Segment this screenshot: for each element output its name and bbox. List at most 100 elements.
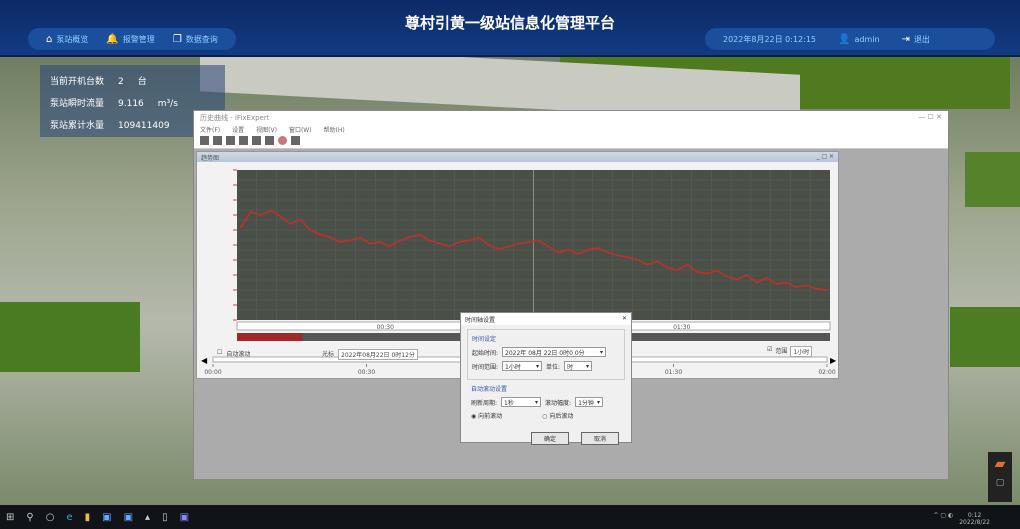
data-point: [349, 239, 352, 242]
unit-select[interactable]: 时 ▾: [564, 361, 593, 371]
chat-icon[interactable]: ▢: [995, 478, 1005, 488]
grass-area: [950, 307, 1020, 367]
logout-button[interactable]: ⇥ 退出: [902, 34, 930, 45]
cursor-field[interactable]: 光标 2022年08月22日 0时12分: [322, 349, 418, 360]
data-point: [408, 236, 411, 239]
nav-query[interactable]: ❐ 数据查询: [173, 34, 218, 45]
windows-start-icon[interactable]: ⊞: [6, 511, 15, 523]
user-menu[interactable]: 👤 admin: [838, 34, 880, 45]
export-icon[interactable]: [265, 136, 274, 145]
menu-window[interactable]: 窗口(W): [288, 127, 312, 134]
menu-settings[interactable]: 设置: [232, 127, 245, 134]
start-time-picker[interactable]: 2022年 08月 22日 0时0 0分 ▾: [502, 347, 607, 357]
range-select[interactable]: 1小时 ▾: [502, 361, 543, 371]
scroll-backward-radio[interactable]: ○ 向后滚动: [542, 413, 574, 420]
dialog-title: 时间轴设置: [465, 317, 496, 324]
app-icon[interactable]: ▯: [162, 511, 168, 523]
cursor-label: 光标: [322, 351, 335, 358]
child-window-controls[interactable]: _ □ ✕: [816, 153, 834, 160]
start-time-value: 2022年 08月 22日 0时0 0分: [505, 349, 585, 357]
auto-scroll-checkbox[interactable]: ☐ 自动滚动: [217, 349, 251, 358]
data-point: [715, 269, 718, 272]
interval-select[interactable]: 1秒 ▾: [501, 397, 542, 407]
close-icon[interactable]: ✕: [621, 315, 627, 322]
app-icon[interactable]: ▣: [123, 511, 134, 523]
stat-row: 泵站累计水量 109411409: [50, 115, 215, 137]
x-tick-label: 01:30: [665, 369, 682, 376]
menu-view[interactable]: 视图(V): [256, 127, 277, 134]
data-point: [547, 245, 550, 248]
side-dock: ▰ ▢: [988, 452, 1012, 502]
data-point: [815, 287, 818, 290]
print-icon[interactable]: [252, 136, 261, 145]
child-titlebar: 趋势图 _ □ ✕: [197, 152, 838, 162]
datetime: 2022年8月22日 0:12:15: [723, 34, 817, 44]
save-icon[interactable]: [226, 136, 235, 145]
history-trend-window: 历史曲线 - iFixExpert — ☐ ✕ 文件(F) 设置 视图(V) 窗口(W)…: [193, 110, 949, 480]
unit-label: 单位:: [546, 363, 561, 371]
data-point: [606, 251, 609, 254]
data-point: [458, 241, 461, 243]
nav-overview[interactable]: ⌂ 泵站概览: [46, 34, 88, 45]
menu-help[interactable]: 帮助(H): [323, 127, 345, 134]
dropdown-arrow-icon: ▾: [536, 362, 540, 370]
stat-unit: 台: [137, 77, 147, 87]
target-icon[interactable]: [278, 136, 287, 145]
open-icon[interactable]: [213, 136, 222, 145]
data-point: [616, 254, 619, 257]
grass-area: [965, 152, 1020, 207]
top-header: 尊村引黄一级站信息化管理平台 ⌂ 泵站概览 🔔 报警管理 ❐ 数据查询 2022年8月…: [0, 0, 1020, 57]
task-view-icon[interactable]: ○: [45, 511, 55, 523]
app-icon[interactable]: ▣: [179, 511, 190, 523]
nav-alarm[interactable]: 🔔 报警管理: [106, 34, 154, 45]
menu-file[interactable]: 文件(F): [200, 127, 221, 134]
system-tray: ^ ▢ ◐ 0:12 2022/8/22: [933, 512, 990, 526]
ok-button[interactable]: 确定: [530, 432, 569, 445]
data-point: [339, 241, 342, 243]
file-explorer-icon[interactable]: ▮: [84, 511, 91, 523]
radio-label: 向后滚动: [549, 413, 574, 420]
series-line: [240, 209, 827, 291]
group-label: 时间设定: [472, 336, 497, 343]
plot-x-tick-label: 01:30: [673, 324, 690, 331]
zoom-range-select[interactable]: ☑ 范围 1小时: [767, 346, 813, 357]
logout-label: 退出: [913, 34, 930, 44]
step-select[interactable]: 1分钟 ▾: [575, 397, 604, 407]
data-point: [587, 248, 590, 251]
logout-icon: ⇥: [901, 33, 910, 45]
scroll-forward-radio[interactable]: ◉ 向前滚动: [471, 413, 503, 420]
clock[interactable]: 0:12 2022/8/22: [959, 512, 990, 526]
data-point: [805, 284, 808, 287]
interval-label: 刷新周期:: [471, 399, 498, 407]
folder-icon[interactable]: ▰: [994, 456, 1006, 472]
cursor-value: 2022年08月22日 0时12分: [338, 349, 418, 360]
new-icon[interactable]: [200, 136, 209, 145]
app-icon[interactable]: ▣: [102, 511, 112, 523]
data-point: [487, 244, 490, 246]
window-controls[interactable]: — ☐ ✕: [918, 113, 942, 121]
dialog-titlebar: 时间轴设置 ✕: [461, 313, 631, 325]
scroll-right-icon[interactable]: ▶: [830, 356, 837, 365]
table-icon[interactable]: [239, 136, 248, 145]
scroll-left-icon[interactable]: ◀: [201, 356, 208, 365]
data-point: [735, 278, 738, 281]
user-bar: 2022年8月22日 0:12:15 👤 admin ⇥ 退出: [705, 28, 995, 50]
search-icon[interactable]: ⚲: [26, 511, 34, 523]
grass-area: [0, 302, 140, 372]
radio-label: 向前滚动: [478, 413, 503, 420]
auto-scroll-label: 自动滚动: [226, 351, 251, 358]
x-tick-label: 00:00: [204, 369, 221, 376]
window-titlebar[interactable]: 历史曲线 - iFixExpert — ☐ ✕: [194, 111, 948, 124]
data-point: [795, 286, 798, 288]
data-point: [765, 277, 768, 279]
stat-row: 当前开机台数 2 台: [50, 71, 215, 93]
edge-icon[interactable]: e: [66, 511, 73, 523]
pin-icon[interactable]: [291, 136, 300, 145]
x-tick-label: 00:30: [358, 369, 375, 376]
cancel-button[interactable]: 取消: [580, 432, 619, 445]
taskbar: ⊞ ⚲ ○ e ▮ ▣ ▣ ▴ ▯ ▣ ^ ▢ ◐ 0:12 2022/8/22: [0, 505, 1020, 529]
data-point: [537, 239, 540, 242]
app-icon[interactable]: ▴: [145, 511, 151, 523]
tray-icons[interactable]: ^ ▢ ◐: [933, 512, 954, 519]
